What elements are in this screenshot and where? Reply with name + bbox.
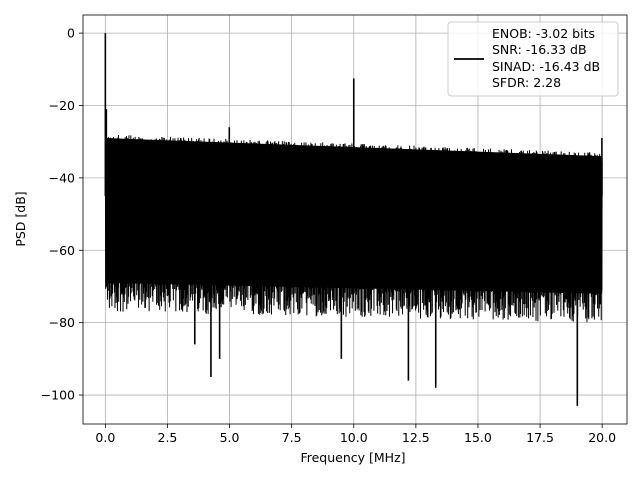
legend-entry-enob: ENOB: -3.02 bits	[492, 26, 595, 41]
y-axis-ticks: 0 −20 −40 −60 −80 −100	[41, 26, 83, 403]
legend-entry-sinad: SINAD: -16.43 dB	[492, 59, 600, 74]
y-tick-label: −20	[49, 98, 75, 113]
y-tick-label: −40	[49, 170, 75, 185]
legend-entry-snr: SNR: -16.33 dB	[492, 42, 587, 57]
y-tick-label: 0	[67, 26, 75, 41]
legend: ENOB: -3.02 bits SNR: -16.33 dB SINAD: -…	[447, 21, 619, 97]
legend-entry-sfdr: SFDR: 2.28	[492, 75, 561, 90]
y-tick-label: −100	[41, 388, 75, 403]
x-tick-label: 12.5	[402, 430, 430, 445]
x-tick-label: 0.0	[95, 430, 115, 445]
x-axis-label: Frequency [MHz]	[300, 450, 405, 465]
y-axis-label: PSD [dB]	[13, 191, 28, 246]
x-tick-label: 20.0	[588, 430, 616, 445]
x-tick-label: 7.5	[282, 430, 302, 445]
x-tick-label: 10.0	[340, 430, 368, 445]
x-axis-ticks: 0.0 2.5 5.0 7.5 10.0 12.5 15.0 17.5 20.0	[95, 424, 616, 445]
y-tick-label: −60	[49, 243, 75, 258]
y-tick-label: −80	[49, 315, 75, 330]
plot-frame	[82, 14, 628, 425]
x-tick-label: 2.5	[158, 430, 178, 445]
psd-series	[104, 33, 603, 406]
x-tick-label: 5.0	[220, 430, 240, 445]
legend-box	[447, 21, 619, 97]
x-tick-label: 15.0	[464, 430, 492, 445]
x-tick-label: 17.5	[526, 430, 554, 445]
